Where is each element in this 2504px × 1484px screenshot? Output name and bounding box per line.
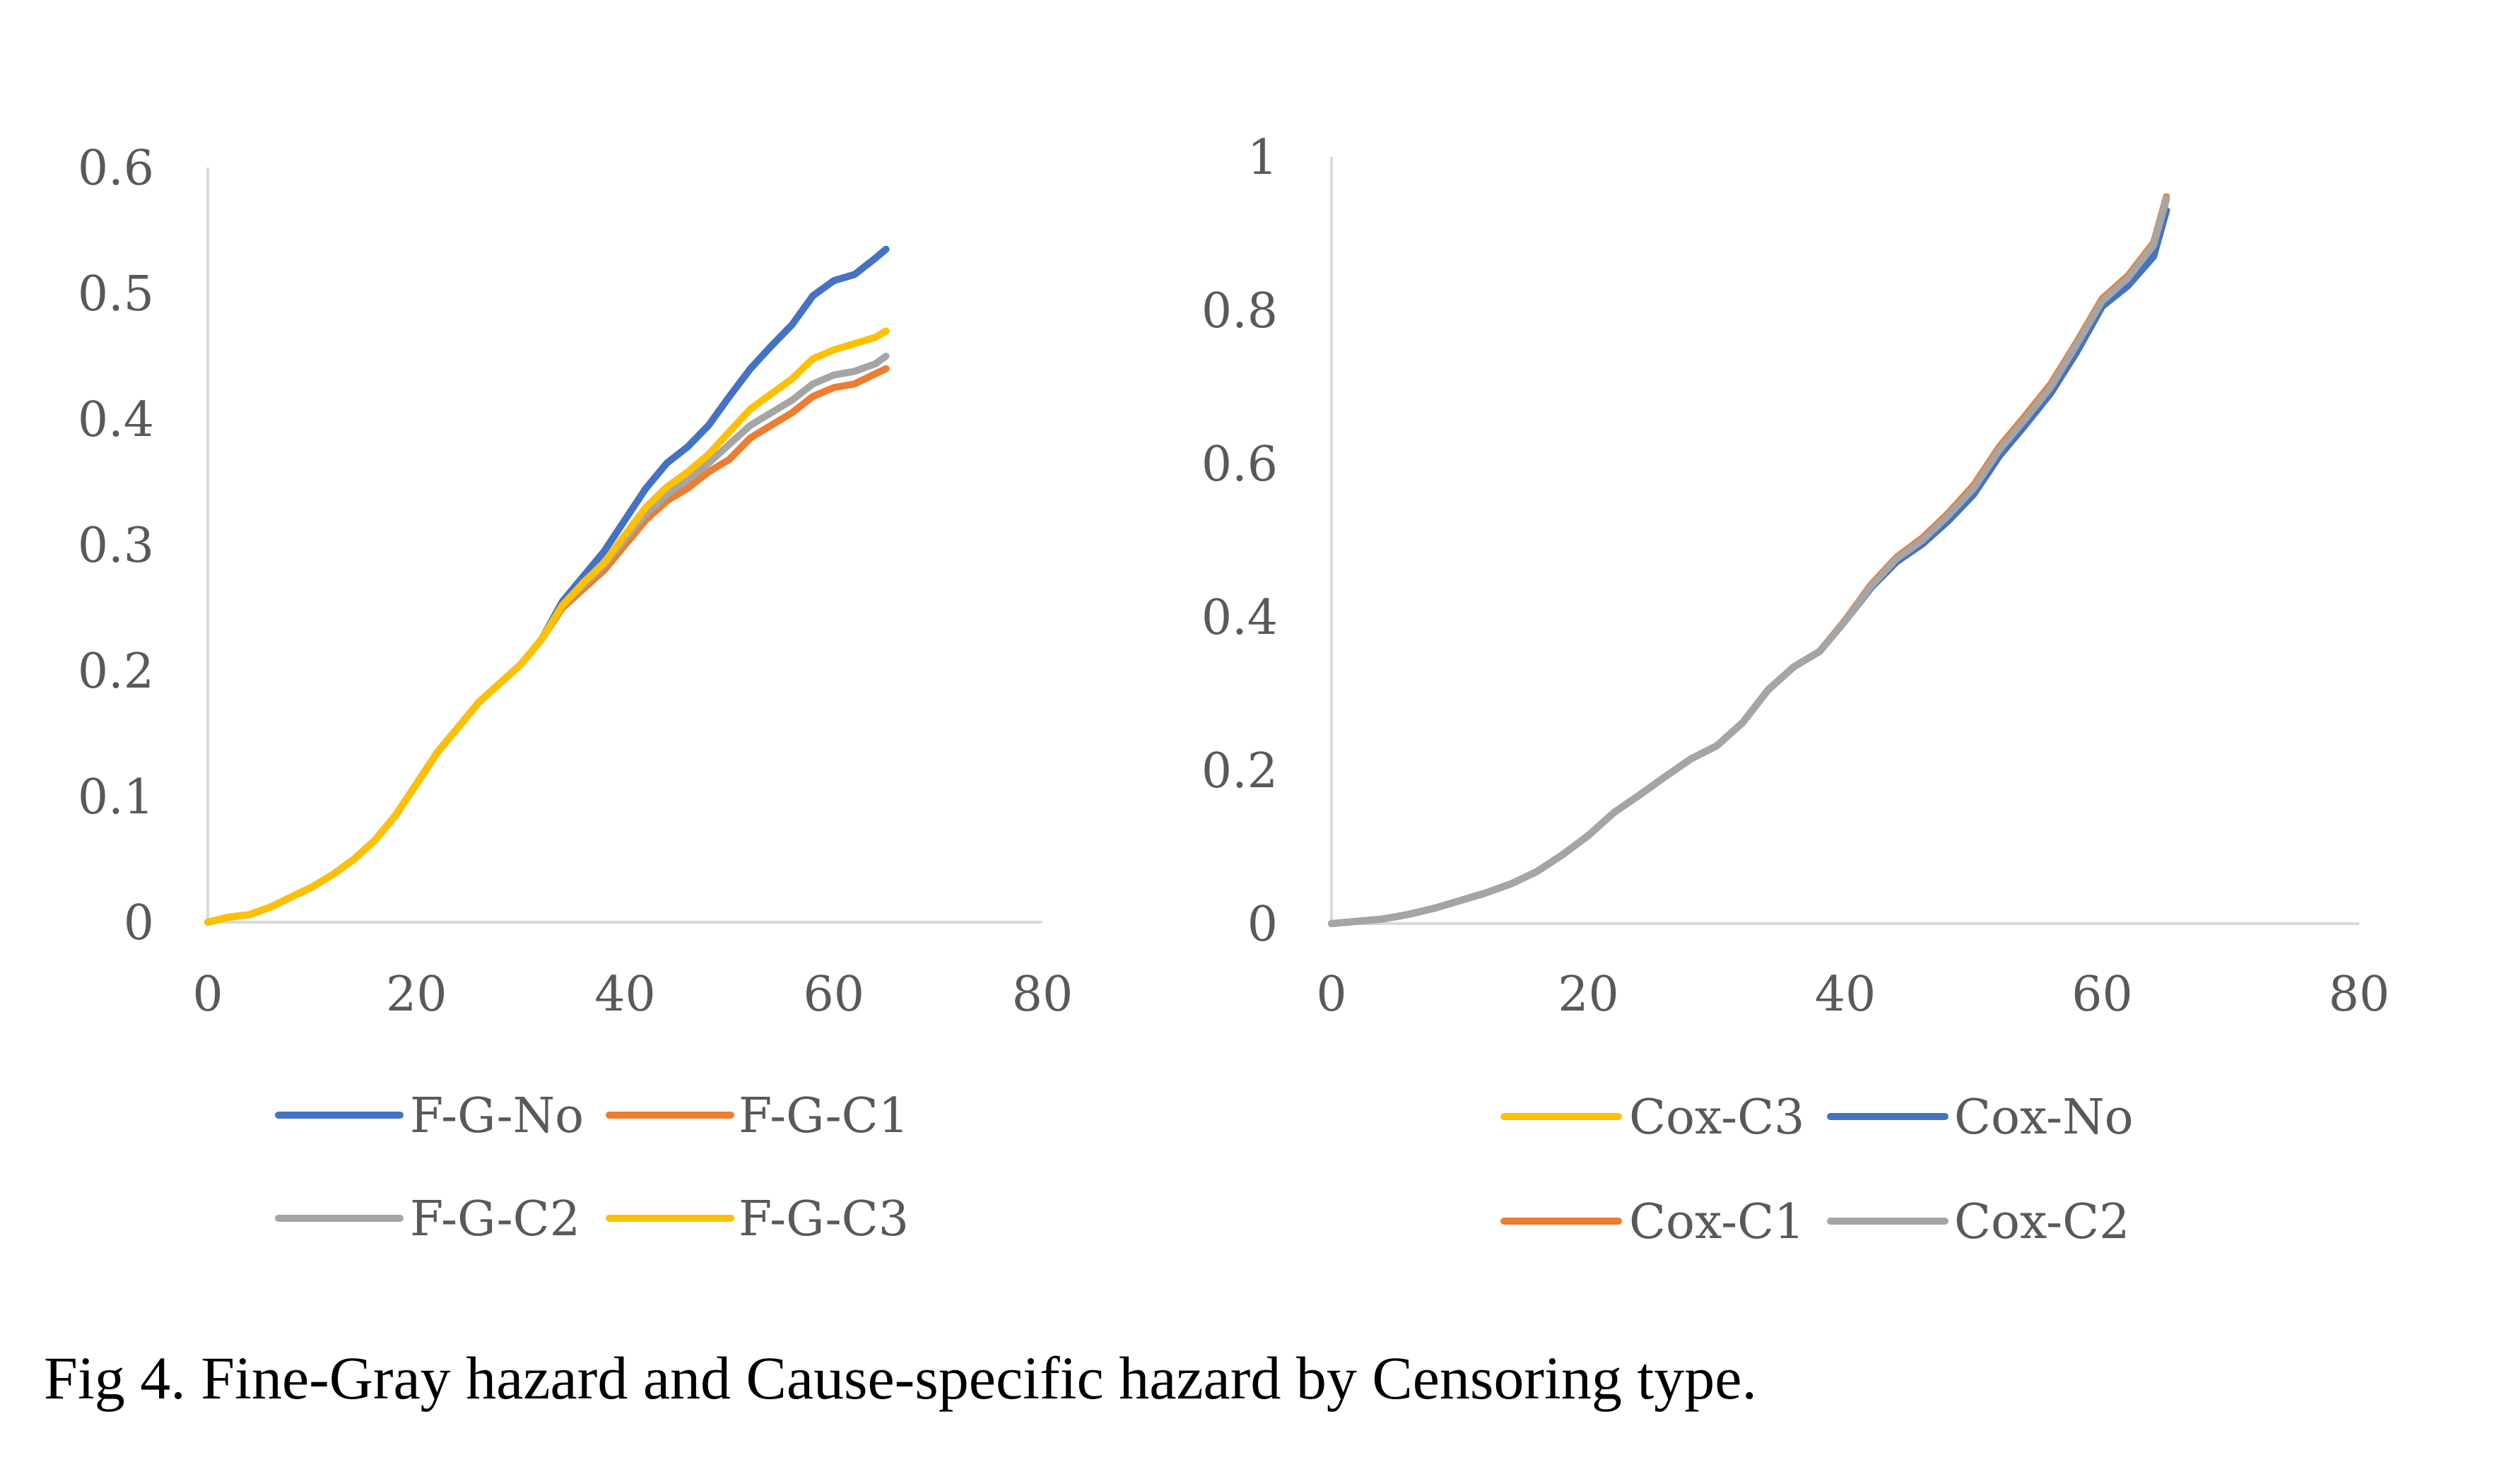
legend-item: Cox-C2 bbox=[1827, 1194, 2129, 1250]
legend-item: F-G-C1 bbox=[606, 1088, 909, 1144]
y-tick-label: 0.2 bbox=[1201, 743, 1278, 799]
legend-label: F-G-C3 bbox=[739, 1191, 909, 1247]
y-tick-label: 0.4 bbox=[1201, 590, 1278, 646]
figure-caption: Fig 4. Fine-Gray hazard and Cause-specif… bbox=[44, 1344, 1757, 1412]
series-line-f-g-c2 bbox=[204, 353, 890, 926]
series-line-cox-c3 bbox=[1328, 195, 2170, 927]
legend-item: Cox-C3 bbox=[1500, 1090, 1804, 1146]
y-tick-label: 0.6 bbox=[78, 141, 154, 196]
series-line-cox-c2 bbox=[1328, 195, 2170, 927]
legend-label: Cox-C3 bbox=[1629, 1090, 1804, 1146]
series-line-cox-no bbox=[1328, 206, 2170, 927]
y-tick-label: 0.3 bbox=[78, 518, 154, 574]
y-tick-label: 0.6 bbox=[1201, 437, 1278, 493]
series-line-f-g-no bbox=[204, 245, 890, 926]
series-line-f-g-c1 bbox=[204, 365, 890, 926]
x-tick-label: 40 bbox=[1815, 967, 1876, 1023]
y-tick-label: 0 bbox=[1247, 897, 1278, 953]
x-tick-label: 20 bbox=[1558, 967, 1619, 1023]
cause-specific-chart: 0 0.2 0.4 0.6 0.8 1 0 20 40 60 80 Cox-C3 Cox-No Cox-C… bbox=[1201, 130, 2390, 1250]
y-tick-label: 1 bbox=[1247, 130, 1278, 186]
y-tick-label: 0.1 bbox=[78, 770, 154, 825]
legend-label: Cox-C2 bbox=[1954, 1194, 2129, 1250]
x-tick-label: 0 bbox=[1316, 967, 1346, 1023]
y-tick-label: 0.8 bbox=[1201, 283, 1278, 339]
legend-label: Cox-C1 bbox=[1629, 1194, 1804, 1250]
legend-item: F-G-No bbox=[275, 1088, 584, 1144]
legend-label: F-G-C2 bbox=[410, 1191, 580, 1247]
x-tick-label: 60 bbox=[2071, 967, 2133, 1023]
x-tick-label: 0 bbox=[192, 967, 223, 1023]
legend-label: F-G-No bbox=[410, 1088, 584, 1144]
legend-item: Cox-C1 bbox=[1500, 1194, 1804, 1250]
x-tick-label: 40 bbox=[594, 967, 656, 1023]
x-tick-label: 80 bbox=[2329, 967, 2390, 1023]
series-line-cox-c1 bbox=[1328, 193, 2170, 927]
legend-item: F-G-C2 bbox=[275, 1191, 580, 1247]
y-tick-label: 0.2 bbox=[78, 644, 154, 700]
y-tick-label: 0.4 bbox=[78, 392, 154, 448]
series-line-f-g-c3 bbox=[204, 327, 890, 926]
legend-item: Cox-No bbox=[1827, 1090, 2134, 1146]
y-tick-label: 0 bbox=[124, 895, 154, 951]
fine-gray-chart: 0 0.1 0.2 0.3 0.4 0.5 0.6 0 20 40 60 80 F-G-No F-G-C1… bbox=[78, 141, 1073, 1247]
x-tick-label: 60 bbox=[803, 967, 864, 1023]
y-tick-label: 0.5 bbox=[78, 266, 154, 322]
x-tick-label: 20 bbox=[386, 967, 447, 1023]
legend-label: F-G-C1 bbox=[739, 1088, 909, 1144]
legend-label: Cox-No bbox=[1954, 1090, 2134, 1146]
x-tick-label: 80 bbox=[1012, 967, 1074, 1023]
legend-item: F-G-C3 bbox=[606, 1191, 909, 1247]
